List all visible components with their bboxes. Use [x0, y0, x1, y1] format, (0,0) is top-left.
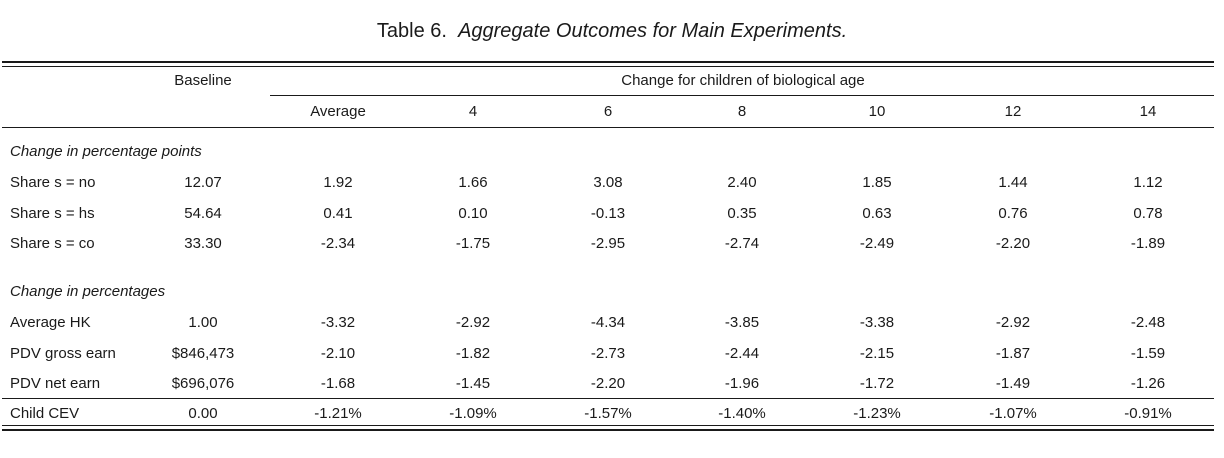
table-cell: -2.92 — [995, 314, 1031, 331]
table-cell: 1.66 — [458, 174, 488, 191]
baseline-value: 12.07 — [184, 174, 222, 191]
col-header-age-8: 8 — [737, 103, 747, 120]
col-header-age-12: 12 — [1004, 103, 1022, 120]
group-underline — [270, 95, 1214, 96]
table-cell: -0.13 — [590, 205, 626, 222]
baseline-value: 1.00 — [188, 314, 218, 331]
section-heading: Change in percentages — [10, 283, 166, 300]
table-title: Table 6. Aggregate Outcomes for Main Exp… — [0, 20, 1224, 43]
section-heading: Change in percentage points — [10, 143, 202, 160]
table-cell: -1.45 — [455, 375, 491, 392]
table-cell: 1.12 — [1133, 174, 1163, 191]
row-label: Share s = no — [10, 174, 96, 191]
table-cell: -1.89 — [1130, 235, 1166, 252]
row-label: PDV gross earn — [10, 345, 116, 362]
table-cell: -3.32 — [320, 314, 356, 331]
table-cell: -1.96 — [724, 375, 760, 392]
table-cell: 0.35 — [727, 205, 757, 222]
row-label: Share s = hs — [10, 205, 95, 222]
table-cell: 0.76 — [998, 205, 1028, 222]
table-cell: -2.15 — [859, 345, 895, 362]
table-cell: -1.40% — [718, 405, 766, 422]
table-cell: -1.72 — [859, 375, 895, 392]
table-cell: 0.10 — [458, 205, 488, 222]
table-cell: -2.95 — [590, 235, 626, 252]
table-cell: 0.41 — [323, 205, 353, 222]
table-cell: -1.23% — [853, 405, 901, 422]
row-label: Average HK — [10, 314, 91, 331]
table-cell: 2.40 — [727, 174, 757, 191]
baseline-value: 54.64 — [184, 205, 222, 222]
baseline-value: 0.00 — [188, 405, 218, 422]
table-cell: -4.34 — [590, 314, 626, 331]
table-cell: -0.91% — [1124, 405, 1172, 422]
table-cell: -1.87 — [995, 345, 1031, 362]
table-cell: 1.85 — [862, 174, 892, 191]
table-cell: -1.21% — [314, 405, 362, 422]
row-label: Child CEV — [10, 405, 80, 422]
table-cell: 1.44 — [998, 174, 1028, 191]
table-cell: 1.92 — [323, 174, 353, 191]
footer-rule — [2, 398, 1214, 399]
header-baseline: Baseline — [174, 72, 232, 89]
table-cell: -1.09% — [449, 405, 497, 422]
table-number: Table 6. — [376, 20, 447, 42]
table-cell: -2.20 — [995, 235, 1031, 252]
table-cell: -2.92 — [455, 314, 491, 331]
header-change-group: Change for children of biological age — [621, 72, 865, 89]
table-cell: -1.26 — [1130, 375, 1166, 392]
bottom-rule-inner — [2, 425, 1214, 426]
table-cell: -3.85 — [724, 314, 760, 331]
table-cell: -1.75 — [455, 235, 491, 252]
table-cell: 0.78 — [1133, 205, 1163, 222]
row-label: PDV net earn — [10, 375, 101, 392]
baseline-value: $696,076 — [171, 375, 235, 392]
col-header-age-14: 14 — [1139, 103, 1157, 120]
table-caption: Aggregate Outcomes for Main Experiments. — [458, 20, 848, 42]
table-cell: -2.73 — [590, 345, 626, 362]
table-cell: -1.59 — [1130, 345, 1166, 362]
header-rule — [2, 127, 1214, 128]
table-cell: -2.44 — [724, 345, 760, 362]
table-cell: -2.49 — [859, 235, 895, 252]
col-header-age-10: 10 — [868, 103, 886, 120]
row-label: Share s = co — [10, 235, 95, 252]
table-cell: -1.82 — [455, 345, 491, 362]
table-cell: 3.08 — [593, 174, 623, 191]
table-cell: -1.07% — [989, 405, 1037, 422]
baseline-value: 33.30 — [184, 235, 222, 252]
table-cell: -2.34 — [320, 235, 356, 252]
table-cell: -1.68 — [320, 375, 356, 392]
col-header-average: Average — [310, 103, 366, 120]
table-cell: -2.20 — [590, 375, 626, 392]
baseline-value: $846,473 — [171, 345, 235, 362]
table-cell: -2.48 — [1130, 314, 1166, 331]
top-rule-inner — [2, 66, 1214, 67]
table-cell: -1.49 — [995, 375, 1031, 392]
col-header-age-4: 4 — [468, 103, 478, 120]
table-cell: -3.38 — [859, 314, 895, 331]
col-header-age-6: 6 — [603, 103, 613, 120]
table-cell: 0.63 — [862, 205, 892, 222]
bottom-rule — [2, 429, 1214, 431]
table-cell: -1.57% — [584, 405, 632, 422]
table-cell: -2.10 — [320, 345, 356, 362]
top-rule — [2, 61, 1214, 63]
table-cell: -2.74 — [724, 235, 760, 252]
